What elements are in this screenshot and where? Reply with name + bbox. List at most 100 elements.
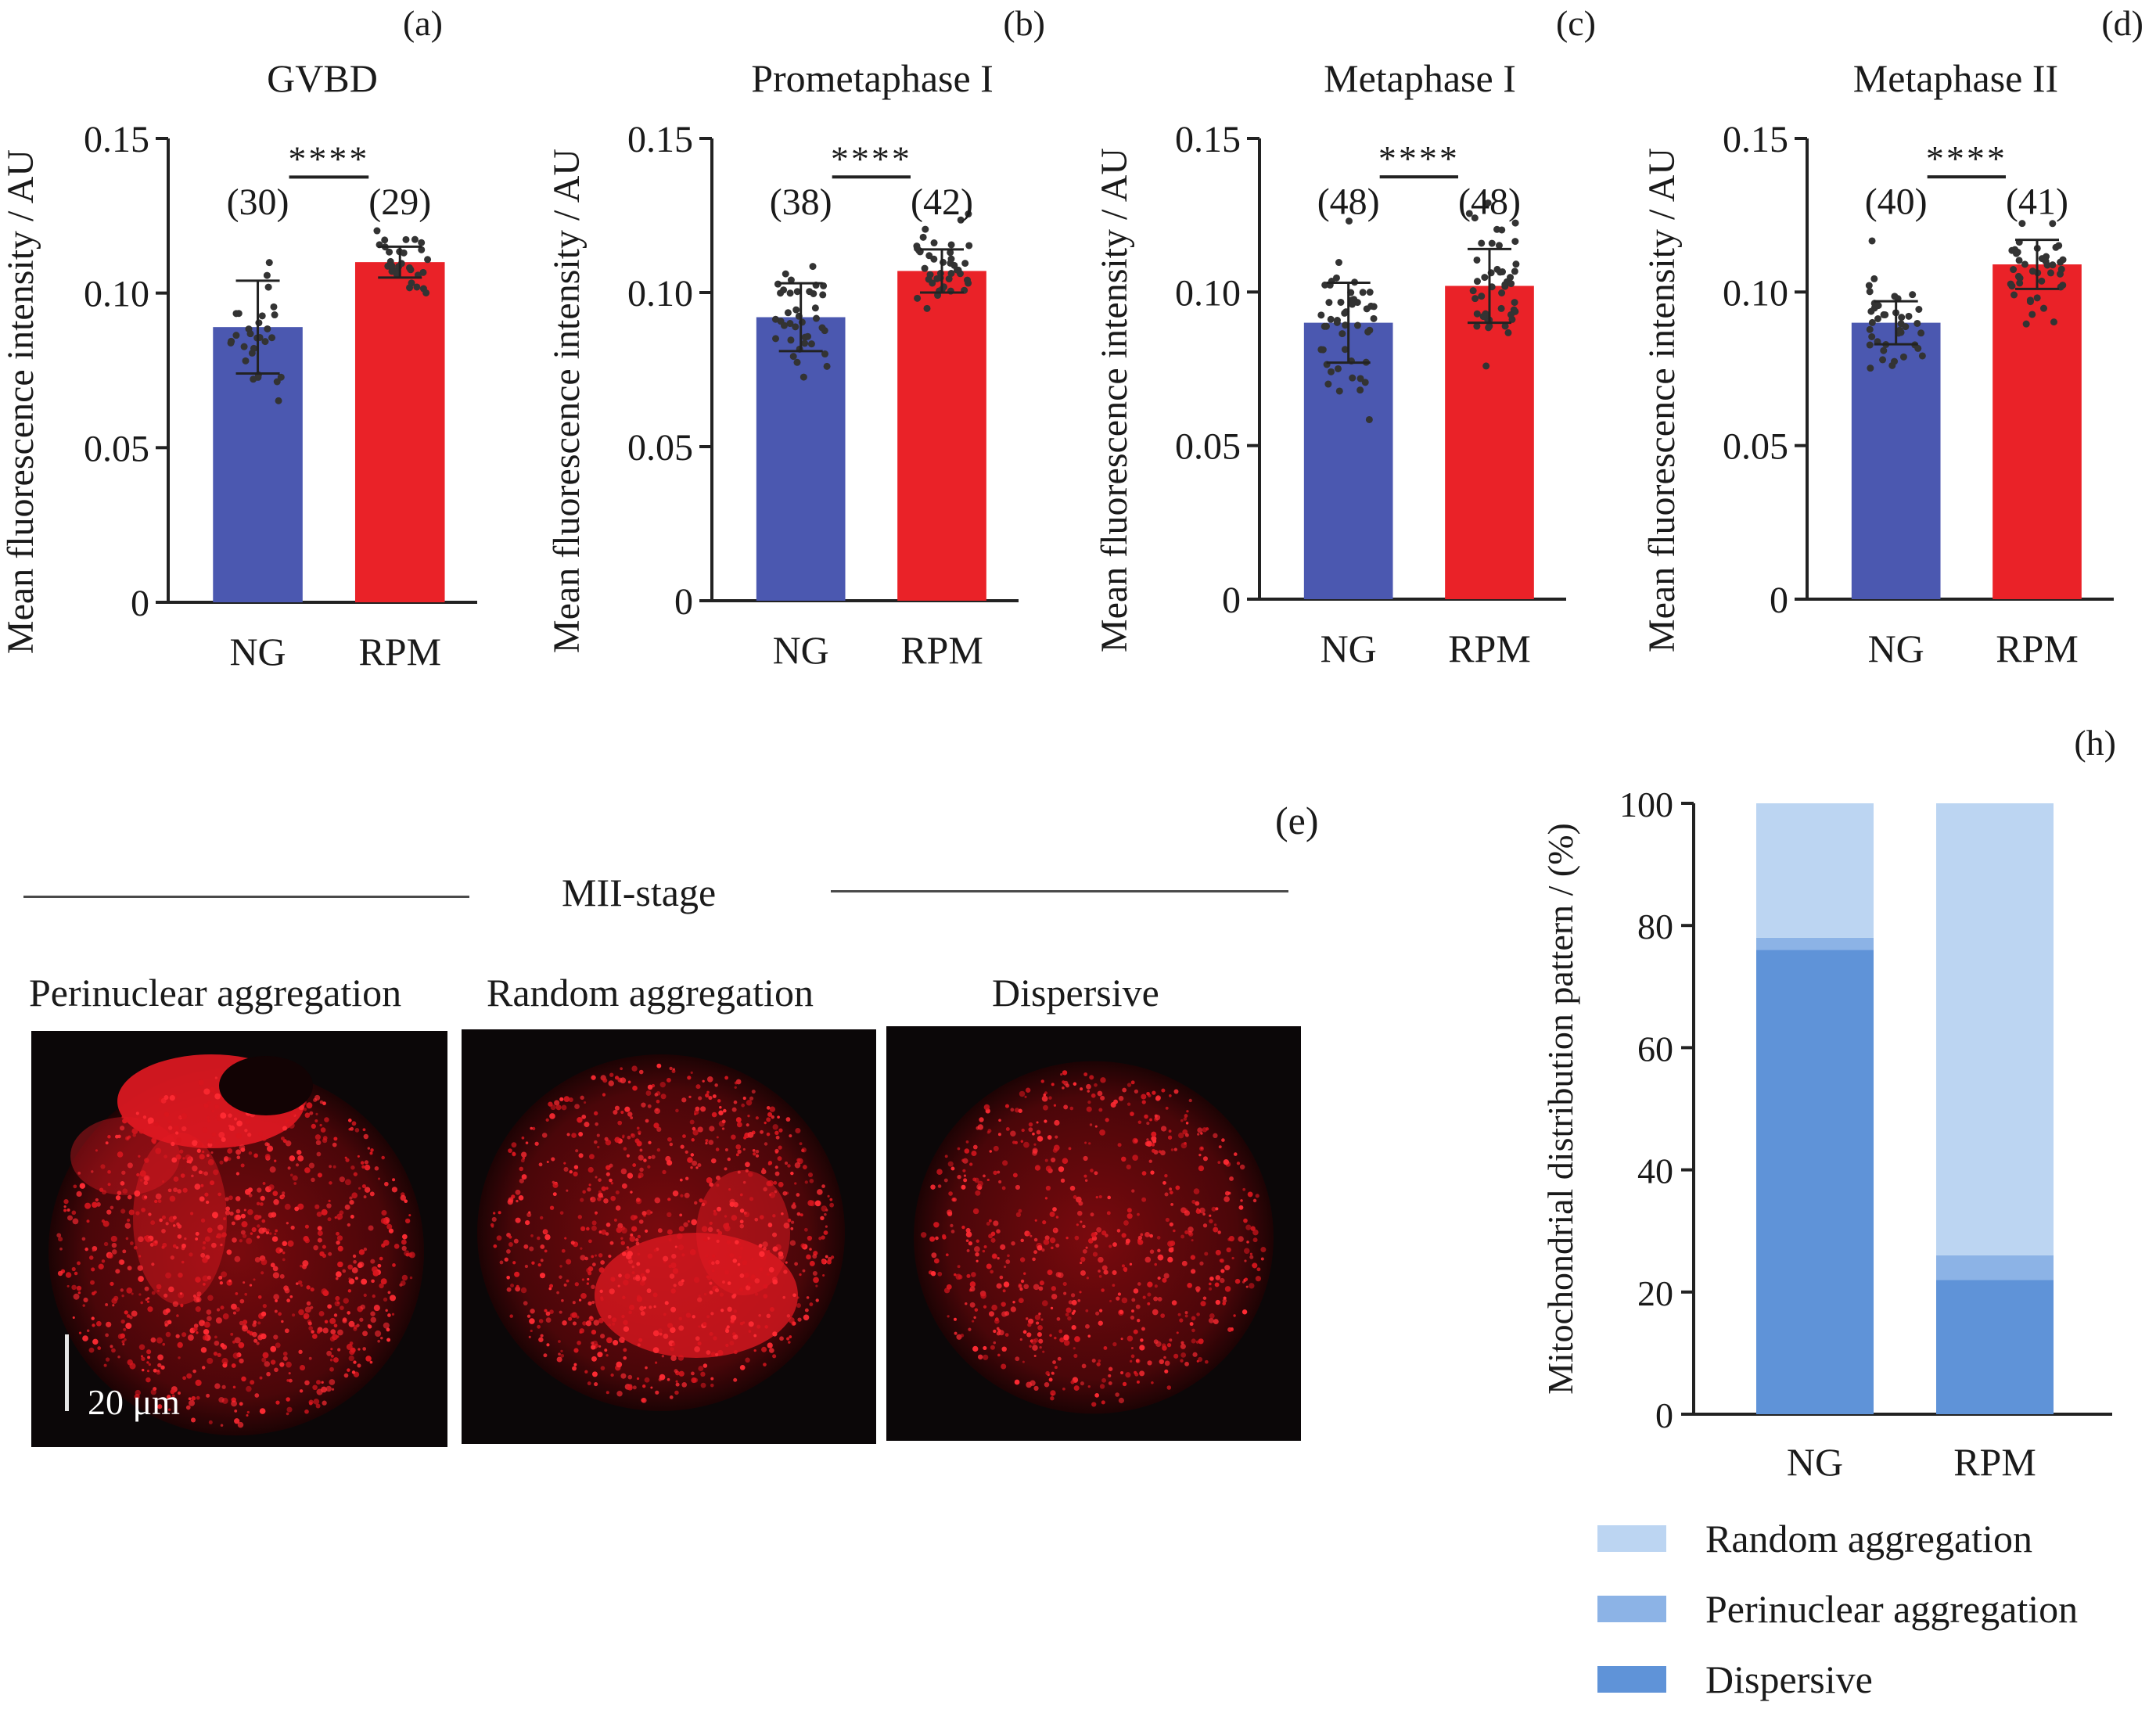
mitochondria-dot <box>717 1099 721 1103</box>
mitochondria-dot <box>605 1187 609 1190</box>
mitochondria-dot <box>1223 1296 1227 1300</box>
mitochondria-dot <box>1123 1220 1129 1226</box>
mitochondria-dot <box>1038 1313 1041 1316</box>
mitochondria-dot <box>1177 1313 1181 1316</box>
mitochondria-dot <box>357 1155 360 1158</box>
mitochondria-dot <box>202 1257 208 1263</box>
mitochondria-dot <box>82 1304 85 1307</box>
mitochondria-dot <box>622 1295 626 1300</box>
mitochondria-dot <box>133 1245 138 1250</box>
mitochondria-dot <box>577 1215 583 1219</box>
mitochondria-dot <box>1202 1296 1207 1300</box>
mitochondria-dot <box>972 1345 979 1352</box>
mitochondria-dot <box>195 1237 199 1241</box>
mitochondria-dot <box>1246 1241 1249 1244</box>
mitochondria-dot <box>1099 1309 1103 1313</box>
mitochondria-dot <box>1074 1336 1080 1342</box>
mitochondria-dot <box>1221 1138 1225 1142</box>
mitochondria-dot <box>529 1246 534 1252</box>
mitochondria-dot <box>709 1221 713 1225</box>
mitochondria-dot <box>282 1251 286 1255</box>
mitochondria-dot <box>1154 1284 1158 1288</box>
mitochondria-dot <box>1020 1279 1025 1284</box>
mitochondria-dot <box>124 1338 127 1341</box>
mitochondria-dot <box>799 1273 802 1277</box>
mitochondria-dot <box>986 1222 990 1226</box>
mitochondria-dot <box>91 1316 95 1320</box>
mitochondria-dot <box>363 1133 369 1140</box>
mitochondria-dot <box>648 1140 652 1144</box>
mitochondria-dot <box>774 1171 780 1176</box>
mitochondria-dot <box>247 1133 252 1137</box>
mitochondria-dot <box>627 1173 634 1179</box>
mitochondria-dot <box>591 1329 597 1335</box>
mitochondria-dot <box>804 1180 808 1184</box>
mitochondria-dot <box>782 1295 786 1299</box>
mitochondria-dot <box>537 1236 541 1241</box>
mitochondria-dot <box>1141 1197 1147 1202</box>
mitochondria-dot <box>629 1236 636 1242</box>
data-point <box>771 315 779 323</box>
mitochondria-dot <box>1036 1121 1039 1124</box>
mitochondria-dot <box>353 1172 358 1176</box>
mitochondria-dot <box>307 1321 312 1326</box>
mitochondria-dot <box>755 1116 759 1120</box>
significance-stars: **** <box>831 138 912 178</box>
mitochondria-dot <box>623 1356 627 1360</box>
mitochondria-dot <box>179 1149 184 1154</box>
mitochondria-dot <box>343 1373 349 1378</box>
mitochondria-dot <box>1007 1254 1010 1258</box>
mitochondria-dot <box>1209 1287 1212 1291</box>
mitochondria-dot <box>717 1206 721 1212</box>
mitochondria-dot <box>161 1229 166 1234</box>
mitochondria-dot <box>192 1369 196 1374</box>
mitochondria-dot <box>179 1292 183 1295</box>
mitochondria-dot <box>244 1292 248 1296</box>
data-point <box>810 289 817 297</box>
mitochondria-dot <box>787 1219 792 1223</box>
mitochondria-dot <box>1050 1396 1055 1401</box>
mitochondria-dot <box>1040 1079 1044 1083</box>
mitochondria-dot <box>285 1121 288 1124</box>
mitochondria-dot <box>524 1264 529 1269</box>
mitochondria-dot <box>974 1308 979 1312</box>
mitochondria-dot <box>1003 1281 1010 1287</box>
mitochondria-dot <box>597 1197 602 1201</box>
mitochondria-dot <box>778 1128 783 1133</box>
mitochondria-dot <box>645 1090 652 1096</box>
mitochondria-dot <box>146 1349 152 1355</box>
mitochondria-dot <box>1103 1269 1109 1275</box>
mitochondria-dot <box>573 1348 579 1353</box>
mitochondria-dot <box>768 1266 774 1273</box>
mitochondria-dot <box>353 1360 357 1364</box>
mitochondria-dot <box>317 1237 322 1243</box>
mitochondria-dot <box>91 1170 94 1173</box>
mitochondria-dot <box>384 1181 389 1187</box>
mitochondria-dot <box>138 1129 144 1134</box>
mitochondria-dot <box>336 1335 340 1338</box>
mitochondria-dot <box>706 1177 713 1183</box>
mitochondria-dot <box>286 1412 289 1416</box>
mitochondria-dot <box>57 1270 63 1277</box>
mitochondria-dot <box>1204 1359 1209 1364</box>
n-label: (29) <box>368 181 431 223</box>
data-point <box>2011 246 2019 253</box>
data-point <box>2016 275 2024 282</box>
mitochondria-dot <box>762 1241 768 1248</box>
mitochondria-dot <box>781 1212 784 1216</box>
mitochondria-dot <box>329 1165 332 1169</box>
mitochondria-dot <box>649 1305 652 1309</box>
mitochondria-dot <box>606 1337 613 1344</box>
mitochondria-dot <box>1151 1131 1157 1137</box>
mitochondria-dot <box>393 1244 400 1249</box>
nucleus-void <box>219 1056 313 1115</box>
mitochondria-dot <box>651 1155 656 1159</box>
mitochondria-dot <box>1043 1104 1048 1111</box>
mitochondria-dot <box>782 1190 788 1196</box>
mitochondria-dot <box>281 1320 284 1323</box>
mitochondria-dot <box>1051 1372 1055 1375</box>
mitochondria-dot <box>983 1245 987 1249</box>
mitochondria-dot <box>282 1258 286 1262</box>
mitochondria-dot <box>724 1076 729 1080</box>
mitochondria-dot <box>689 1119 695 1125</box>
